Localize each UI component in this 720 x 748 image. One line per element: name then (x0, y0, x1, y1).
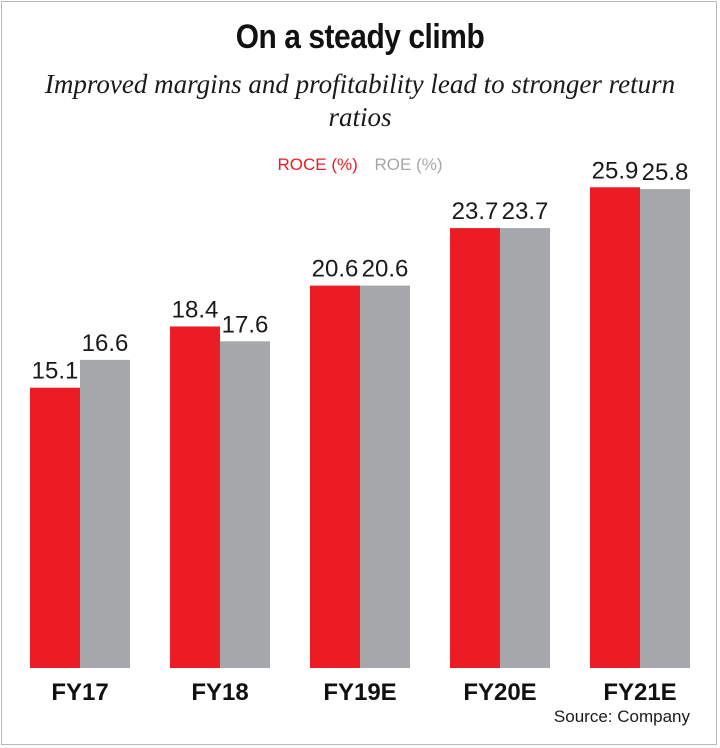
value-label-roce-fy19e: 20.6 (312, 256, 359, 283)
value-label-roce-fy21e: 25.9 (592, 157, 639, 184)
value-label-roe-fy20e: 23.7 (502, 198, 549, 225)
category-label-fy18: FY18 (191, 679, 248, 706)
value-label-roce-fy18: 18.4 (172, 296, 219, 323)
value-label-roe-fy19e: 20.6 (362, 256, 409, 283)
bar-roce-fy17 (30, 387, 80, 668)
category-label-fy21e: FY21E (603, 679, 676, 706)
source-note: Source: Company (553, 707, 690, 726)
value-label-roce-fy20e: 23.7 (452, 198, 499, 225)
bar-roce-fy21e (590, 187, 640, 668)
bar-roe-fy21e (640, 189, 690, 668)
value-label-roe-fy17: 16.6 (82, 330, 129, 357)
value-label-roe-fy18: 17.6 (222, 311, 269, 338)
bar-roce-fy19e (310, 285, 360, 668)
category-label-fy19e: FY19E (323, 679, 396, 706)
value-label-roe-fy21e: 25.8 (642, 159, 689, 186)
bar-roce-fy18 (170, 326, 220, 668)
chart-subtitle: Improved margins and profitability lead … (44, 69, 676, 132)
bar-roce-fy20e (450, 228, 500, 668)
bar-roe-fy19e (360, 285, 410, 668)
bar-roe-fy17 (80, 359, 130, 668)
category-label-fy20e: FY20E (463, 679, 536, 706)
category-label-fy17: FY17 (51, 679, 108, 706)
chart-title: On a steady climb (235, 18, 485, 56)
bar-roe-fy18 (220, 341, 270, 668)
legend-item-roe: ROE (%) (374, 155, 443, 174)
legend: ROCE (%) ROE (%) (0, 155, 720, 175)
bar-roe-fy20e (500, 228, 550, 668)
value-label-roce-fy17: 15.1 (32, 358, 79, 385)
legend-item-roce: ROCE (%) (277, 155, 358, 174)
